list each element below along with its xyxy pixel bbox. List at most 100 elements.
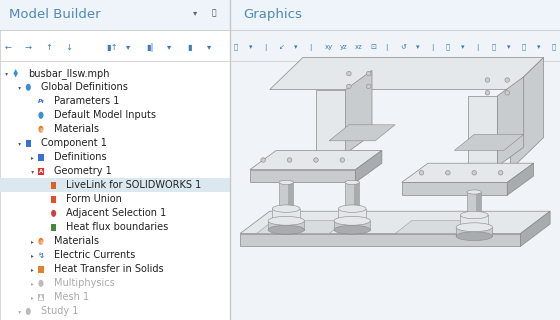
Text: Heat flux boundaries: Heat flux boundaries	[66, 222, 169, 232]
Text: Default Model Inputs: Default Model Inputs	[54, 110, 156, 120]
Polygon shape	[270, 58, 544, 90]
Text: 🖥: 🖥	[491, 44, 496, 50]
Text: ▸: ▸	[31, 281, 34, 286]
FancyBboxPatch shape	[39, 266, 44, 273]
Text: ▸: ▸	[31, 267, 34, 272]
Text: Geometry 1: Geometry 1	[54, 166, 111, 176]
Ellipse shape	[467, 190, 482, 194]
Text: Form Union: Form Union	[66, 194, 122, 204]
Text: A: A	[39, 169, 43, 174]
Polygon shape	[468, 96, 497, 166]
Text: Heat Transfer in Solids: Heat Transfer in Solids	[54, 264, 164, 274]
FancyBboxPatch shape	[26, 140, 31, 147]
Text: Adjacent Selection 1: Adjacent Selection 1	[66, 208, 166, 218]
Polygon shape	[13, 69, 18, 77]
Ellipse shape	[456, 232, 492, 241]
Polygon shape	[256, 221, 346, 234]
Circle shape	[485, 91, 490, 95]
FancyBboxPatch shape	[51, 196, 56, 203]
FancyBboxPatch shape	[39, 168, 44, 175]
Ellipse shape	[334, 225, 370, 234]
FancyBboxPatch shape	[51, 182, 56, 189]
Polygon shape	[288, 182, 293, 214]
Ellipse shape	[279, 212, 293, 217]
Text: ▮|: ▮|	[146, 43, 154, 52]
Circle shape	[39, 126, 44, 133]
Polygon shape	[520, 211, 550, 246]
Polygon shape	[272, 209, 300, 221]
Text: ▴: ▴	[6, 71, 8, 76]
Circle shape	[446, 171, 450, 175]
Polygon shape	[456, 227, 492, 236]
Ellipse shape	[467, 215, 482, 220]
Text: ▴: ▴	[18, 141, 21, 146]
Text: Global Definitions: Global Definitions	[41, 82, 128, 92]
Text: yz: yz	[340, 44, 347, 50]
Ellipse shape	[272, 205, 300, 212]
FancyBboxPatch shape	[39, 294, 44, 301]
Circle shape	[472, 171, 477, 175]
Polygon shape	[250, 150, 382, 170]
Text: ▾: ▾	[167, 43, 171, 52]
Text: 🖼: 🖼	[552, 44, 556, 50]
Text: ◉: ◉	[38, 239, 44, 244]
Circle shape	[505, 78, 510, 82]
Text: ⧉: ⧉	[446, 44, 450, 50]
Ellipse shape	[268, 225, 305, 234]
Polygon shape	[354, 182, 360, 214]
Text: 💾: 💾	[522, 44, 526, 50]
Ellipse shape	[279, 180, 293, 185]
Circle shape	[287, 158, 292, 162]
Circle shape	[39, 238, 44, 245]
Ellipse shape	[345, 180, 360, 185]
Text: |: |	[264, 44, 266, 51]
Text: ▾: ▾	[507, 44, 510, 50]
Text: ▾: ▾	[193, 8, 198, 17]
Text: ▴: ▴	[18, 85, 21, 90]
Circle shape	[26, 308, 31, 315]
Polygon shape	[240, 211, 550, 234]
FancyBboxPatch shape	[0, 0, 230, 320]
Text: |: |	[385, 44, 388, 51]
Polygon shape	[511, 58, 544, 170]
Polygon shape	[268, 221, 305, 230]
Text: ▾: ▾	[537, 44, 540, 50]
Text: ⊡: ⊡	[370, 44, 376, 50]
Circle shape	[505, 91, 510, 95]
Ellipse shape	[338, 205, 366, 212]
Ellipse shape	[345, 212, 360, 217]
Text: ▴: ▴	[31, 169, 34, 174]
Polygon shape	[338, 209, 366, 221]
Circle shape	[366, 84, 371, 89]
Polygon shape	[334, 221, 370, 230]
Text: xz: xz	[355, 44, 362, 50]
Text: ←: ←	[4, 43, 12, 52]
FancyBboxPatch shape	[0, 0, 230, 30]
Text: Materials: Materials	[54, 124, 99, 134]
Polygon shape	[402, 182, 507, 195]
Polygon shape	[279, 182, 293, 214]
Circle shape	[261, 158, 265, 162]
Circle shape	[39, 280, 44, 287]
Text: |: |	[476, 44, 479, 51]
Polygon shape	[477, 192, 482, 218]
Text: 📌: 📌	[212, 8, 216, 17]
Ellipse shape	[268, 216, 305, 225]
Text: Definitions: Definitions	[54, 152, 106, 162]
Circle shape	[347, 84, 351, 89]
Text: Mesh 1: Mesh 1	[54, 292, 88, 302]
Circle shape	[485, 78, 490, 82]
FancyBboxPatch shape	[39, 154, 44, 161]
FancyBboxPatch shape	[0, 178, 230, 192]
Ellipse shape	[460, 211, 488, 219]
Circle shape	[51, 210, 56, 217]
Text: Materials: Materials	[54, 236, 99, 246]
Text: Electric Currents: Electric Currents	[54, 250, 135, 260]
Text: ↯: ↯	[38, 251, 44, 260]
Text: Parameters 1: Parameters 1	[54, 96, 119, 106]
Text: Graphics: Graphics	[244, 8, 302, 21]
Circle shape	[26, 84, 31, 91]
Circle shape	[498, 171, 503, 175]
Text: Pı: Pı	[38, 99, 44, 104]
Circle shape	[340, 158, 344, 162]
